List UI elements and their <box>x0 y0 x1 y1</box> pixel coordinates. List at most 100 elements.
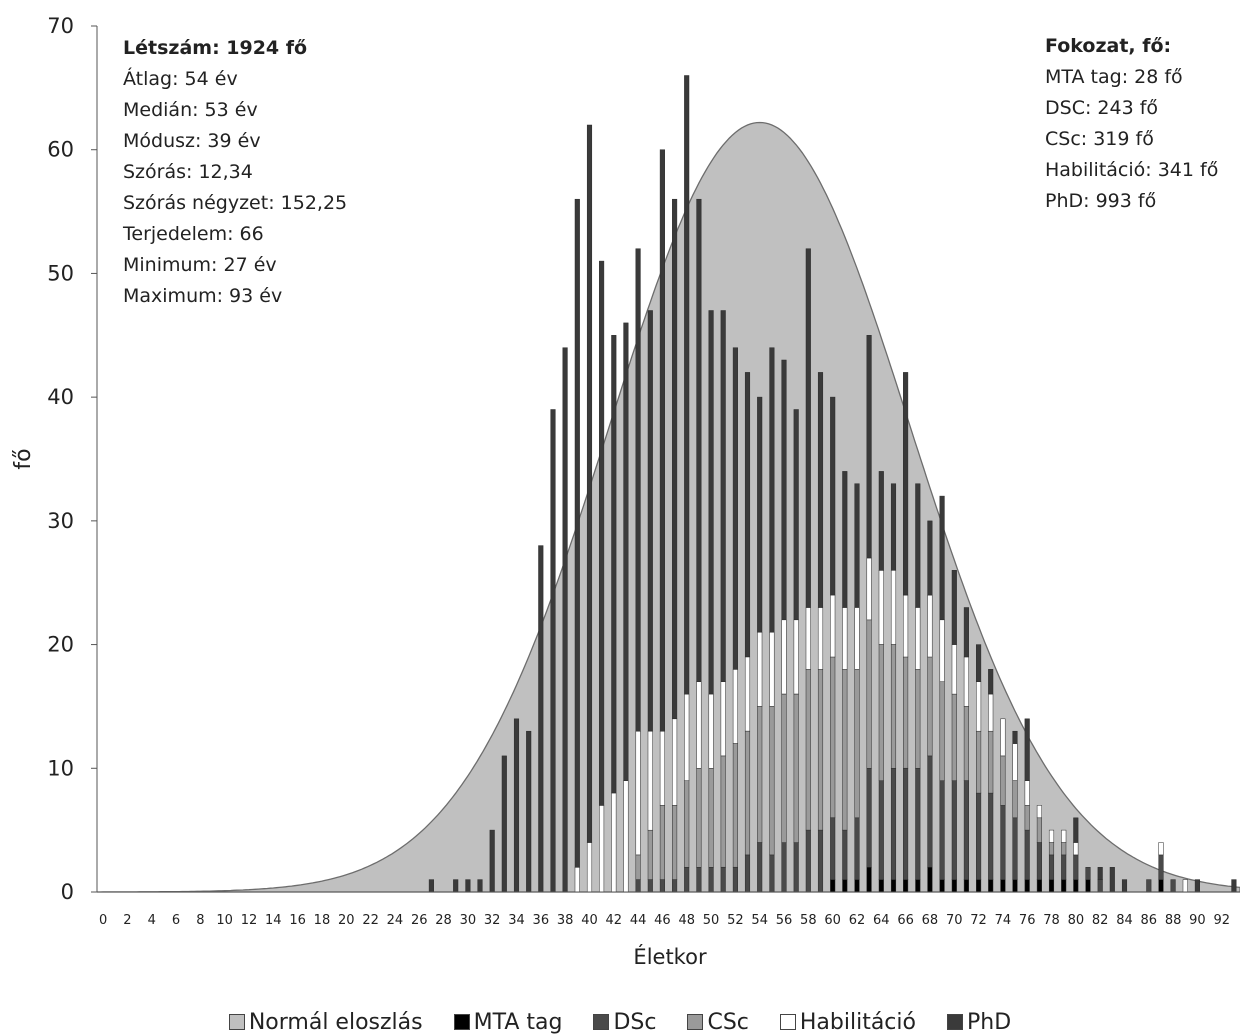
x-tick-label: 34 <box>508 913 525 928</box>
bar-segment <box>696 768 702 868</box>
legend-item-phd: PhD <box>946 1010 1011 1035</box>
bar-segment <box>672 718 678 806</box>
bar-segment <box>793 842 799 893</box>
bar-segment <box>659 805 665 880</box>
bar-segment <box>915 768 921 880</box>
bar-segment <box>842 829 848 880</box>
bar-segment <box>915 879 921 893</box>
bar-segment <box>732 347 738 670</box>
bar-segment <box>769 854 775 893</box>
bar-segment <box>927 594 933 658</box>
bar-segment <box>1012 879 1018 893</box>
bar-segment <box>1024 879 1030 893</box>
bar-segment <box>1170 879 1176 893</box>
bar-segment <box>1000 805 1006 880</box>
y-tick-label: 20 <box>47 633 74 657</box>
bar-segment <box>647 730 653 831</box>
x-tick-label: 56 <box>776 913 793 928</box>
bar-segment <box>1012 743 1018 781</box>
bar-segment <box>635 854 641 880</box>
bar-segment <box>1024 718 1030 781</box>
bar-segment <box>647 310 653 732</box>
bar-segment <box>1012 817 1018 880</box>
bar-segment <box>757 706 763 843</box>
bar-segment <box>732 743 738 868</box>
bar-segment <box>963 780 969 880</box>
bar-segment <box>574 198 580 868</box>
stats-line: Medián: 53 év <box>123 99 258 121</box>
stats-heading: Létszám: 1924 fő <box>123 37 308 59</box>
y-tick-label: 30 <box>47 509 74 533</box>
stats-line: PhD: 993 fő <box>1045 190 1157 212</box>
bar-segment <box>927 656 933 757</box>
bar-segment <box>939 879 945 893</box>
bar-segment <box>1158 842 1164 856</box>
bar-segment <box>976 681 982 732</box>
stats-line: Maximum: 93 év <box>123 285 283 307</box>
bar-segment <box>805 607 811 670</box>
x-tick-label: 78 <box>1043 913 1060 928</box>
x-tick-label: 46 <box>654 913 671 928</box>
bar-segment <box>866 619 872 769</box>
bar-segment <box>988 693 994 732</box>
bar-segment <box>1000 755 1006 806</box>
bar-segment <box>659 149 665 732</box>
bar-segment <box>465 879 471 893</box>
bar-segment <box>951 644 957 695</box>
bar-segment <box>513 718 520 893</box>
bar-segment <box>684 867 690 893</box>
x-tick-label: 58 <box>800 913 817 928</box>
bar-segment <box>1158 854 1164 880</box>
bar-segment <box>1048 842 1055 856</box>
bar-segment <box>903 879 909 893</box>
x-tick-label: 40 <box>581 913 598 928</box>
bar-segment <box>453 879 459 893</box>
bar-segment <box>672 879 678 893</box>
bar-segment <box>720 867 726 893</box>
bar-segment <box>878 644 884 781</box>
bar-segment <box>842 669 848 831</box>
bar-segment <box>744 372 751 658</box>
x-tick-label: 6 <box>172 913 180 928</box>
bar-segment <box>866 768 872 868</box>
bar-segment <box>817 669 824 831</box>
x-tick-label: 50 <box>703 913 720 928</box>
bar-segment <box>963 706 969 781</box>
bar-segment <box>769 631 775 707</box>
x-tick-label: 82 <box>1092 913 1109 928</box>
legend-label: Habilitáció <box>799 1010 916 1035</box>
bar-segment <box>781 619 787 695</box>
bar-segment <box>744 656 751 732</box>
bar-segment <box>817 607 824 670</box>
bar-segment <box>1061 854 1067 880</box>
bar-segment <box>720 681 726 757</box>
x-tick-label: 60 <box>824 913 841 928</box>
y-tick-label: 10 <box>47 756 74 780</box>
x-tick-label: 72 <box>970 913 987 928</box>
bar-segment <box>647 879 653 893</box>
bar-segment <box>526 730 532 893</box>
bar-segment <box>976 730 982 794</box>
bar-segment <box>805 829 811 893</box>
bar-segment <box>635 879 641 893</box>
bar-segment <box>903 372 909 596</box>
bar-segment <box>732 867 738 893</box>
legend-label: CSc <box>707 1010 749 1035</box>
bar-segment <box>672 805 678 880</box>
bar-segment <box>903 594 909 658</box>
bar-segment <box>939 780 945 880</box>
bar-segment <box>1085 867 1091 880</box>
bar-segment <box>830 879 836 893</box>
bar-segment <box>757 842 763 893</box>
x-tick-label: 22 <box>362 913 379 928</box>
bar-segment <box>684 693 690 781</box>
bar-segment <box>842 471 848 608</box>
bar-segment <box>623 322 629 781</box>
bar-segment <box>757 396 763 633</box>
bar-segment <box>890 768 897 880</box>
bar-segment <box>830 656 836 818</box>
bar-segment <box>988 879 994 893</box>
bar-segment <box>866 335 872 559</box>
bar-segment <box>830 594 836 658</box>
legend-item-normal: Normál eloszlás <box>228 1010 423 1035</box>
